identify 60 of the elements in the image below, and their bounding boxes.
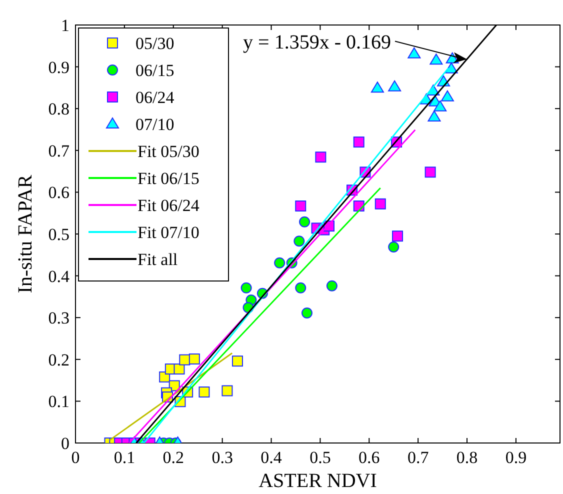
point — [353, 136, 364, 148]
point — [326, 280, 338, 292]
point — [408, 47, 421, 58]
point — [430, 54, 443, 65]
y-axis-title: In-situ FAPAR — [14, 174, 36, 294]
x-tick-label: 0.3 — [212, 448, 233, 467]
legend-label: Fit 06/24 — [138, 196, 200, 215]
y-tick-label: 0.4 — [48, 266, 70, 286]
y-tick-label: 0 — [61, 434, 70, 453]
x-tick-label: 0.5 — [310, 448, 331, 467]
y-tick-label: 1 — [61, 16, 70, 35]
point — [240, 282, 252, 294]
point — [374, 198, 386, 210]
y-tick-label: 0.3 — [48, 308, 70, 328]
legend-label: Fit 07/10 — [138, 222, 200, 242]
x-tick-label: 0.9 — [505, 448, 527, 467]
x-tick-label: 0.7 — [407, 448, 430, 467]
point — [370, 82, 384, 93]
x-axis-title: ASTER NDVI — [258, 470, 377, 492]
legend-label: 06/15 — [136, 60, 174, 80]
y-tick-label: 0.5 — [48, 224, 70, 244]
y-tick-label: 0.8 — [48, 100, 70, 119]
y-tick-label: 0.6 — [48, 183, 70, 202]
point — [198, 386, 210, 398]
legend-label: Fit all — [138, 250, 178, 269]
point — [424, 166, 436, 178]
point — [428, 110, 441, 122]
point — [295, 200, 306, 212]
y-tick-label: 0.7 — [48, 141, 70, 160]
point — [295, 282, 306, 294]
legend-label: 05/30 — [136, 34, 174, 53]
legend-label: Fit 06/15 — [138, 168, 200, 188]
y-tick-label: 0.2 — [48, 350, 70, 370]
point — [299, 216, 310, 228]
point — [392, 230, 404, 242]
legend-label: Fit 05/30 — [138, 142, 200, 161]
x-tick-label: 0.6 — [358, 448, 380, 467]
x-tick-label: 0.8 — [456, 448, 478, 467]
legend-label: 07/10 — [136, 114, 174, 134]
point — [440, 90, 454, 102]
point — [315, 152, 326, 163]
point — [388, 80, 402, 92]
point — [174, 364, 185, 375]
x-tick-label: 0.4 — [260, 448, 282, 467]
point — [232, 356, 243, 367]
point — [434, 100, 447, 112]
point — [274, 257, 286, 268]
point — [188, 353, 200, 364]
point — [179, 354, 190, 366]
annotation: y = 1.359x - 0.169 — [243, 31, 392, 54]
y-tick-label: 0.1 — [48, 392, 70, 412]
y-tick-label: 0.9 — [48, 58, 70, 77]
point — [301, 308, 312, 318]
x-tick-label: 0.1 — [114, 448, 136, 467]
point — [294, 236, 305, 247]
x-tick-label: 0.2 — [162, 448, 184, 467]
point — [444, 62, 458, 74]
point — [388, 241, 400, 252]
point — [222, 385, 233, 396]
legend-label: 06/24 — [136, 88, 175, 107]
